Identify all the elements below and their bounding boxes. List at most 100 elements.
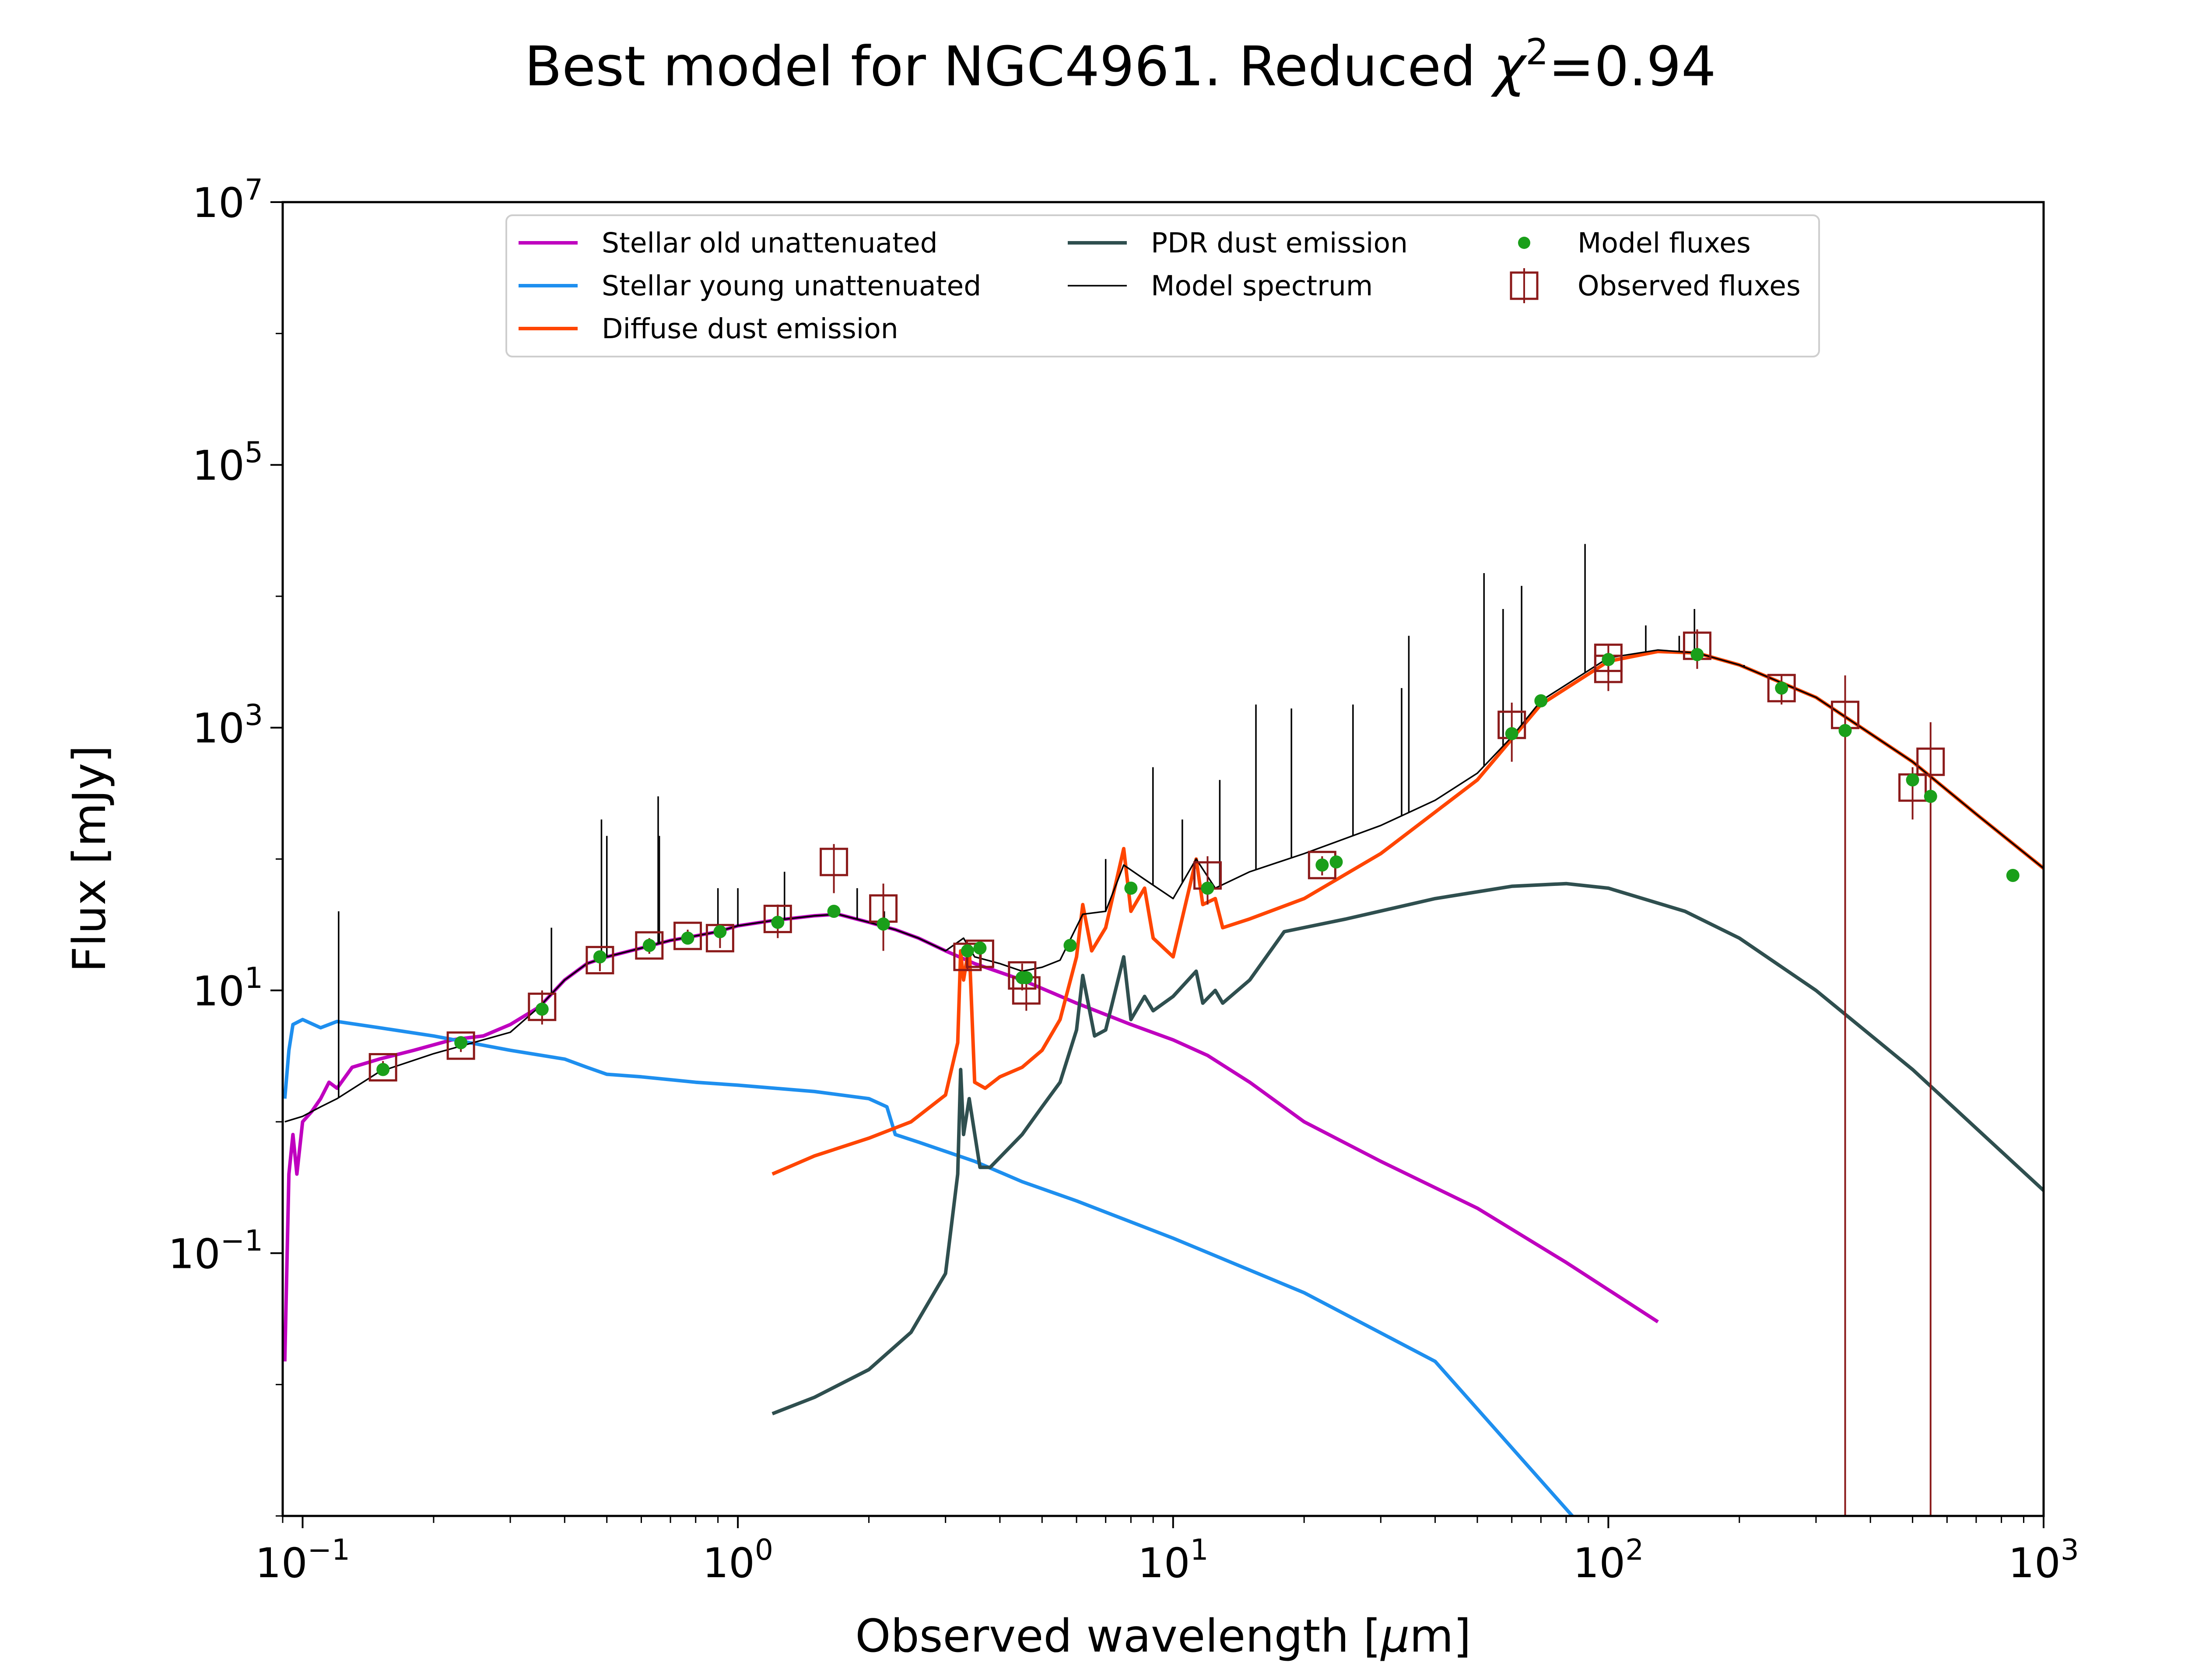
model-flux-point	[593, 950, 607, 964]
model-flux-point	[961, 944, 974, 958]
y-tick-label: 105	[192, 436, 263, 490]
model-flux-point	[1906, 773, 1919, 787]
model-flux-point	[827, 905, 841, 918]
legend-entry-stellar-young-unattenuated: Stellar young unattenuated	[519, 270, 981, 302]
series-line-stellar-young-unattenuated	[283, 1018, 1575, 1516]
model-flux-point	[642, 938, 656, 952]
legend-entry-model-fluxes: Model fluxes	[1518, 227, 1751, 259]
chart-title-chi-exponent: 2	[1525, 32, 1548, 73]
model-flux-point	[1315, 858, 1329, 872]
model-flux-point	[681, 931, 694, 945]
legend-label: Stellar old unattenuated	[602, 227, 938, 259]
legend-swatch	[1518, 237, 1530, 249]
legend-entry-model-spectrum: Model spectrum	[1068, 270, 1373, 302]
model-flux-point	[1690, 648, 1704, 662]
model-flux-point	[454, 1036, 468, 1050]
points-layer	[368, 629, 2020, 1516]
y-tick-base: 10	[192, 705, 245, 752]
observed-flux-marker	[586, 946, 614, 975]
x-tick-base: 10	[1138, 1540, 1190, 1587]
chart-title: Best model for NGC4961. Reduced χ2=0.94	[525, 32, 1716, 98]
y-axis-label: Flux [mJy]	[63, 746, 116, 973]
observed-flux-marker	[1916, 747, 1945, 776]
observed-flux-marker	[1594, 644, 1623, 672]
series-line-pdr-dust-emission	[771, 882, 2044, 1416]
observed-flux-marker	[1008, 961, 1037, 990]
y-tick-label: 107	[192, 173, 263, 227]
model-flux-point	[1063, 938, 1077, 952]
model-flux-point	[1924, 790, 1937, 803]
x-tick-label: 103	[2008, 1533, 2079, 1587]
observed-flux-marker	[528, 992, 557, 1021]
x-tick-base: 10	[702, 1540, 755, 1587]
model-flux-point	[1602, 653, 1615, 666]
x-tick-label: 102	[1573, 1533, 1644, 1587]
legend-entry-observed-fluxes: Observed fluxes	[1510, 268, 1801, 303]
y-tick-exponent: 7	[245, 173, 263, 206]
model-flux-point	[1201, 882, 1214, 895]
legend-swatch	[1510, 271, 1539, 300]
chart-title-chi: χ	[1490, 35, 1527, 98]
model-flux-point	[1124, 882, 1138, 895]
observed-flux-marker	[635, 931, 664, 960]
model-flux-point	[771, 916, 785, 929]
y-tick-label: 103	[192, 698, 263, 752]
x-axis-label-post: m]	[1410, 1610, 1471, 1662]
observed-flux-marker	[763, 904, 792, 933]
y-tick-base: 10	[168, 1230, 221, 1278]
x-tick-base: 10	[2008, 1540, 2061, 1587]
x-axis-label-mu: μ	[1380, 1610, 1410, 1662]
model-flux-point	[1838, 724, 1852, 737]
x-axis-label: Observed wavelength [μm]	[855, 1610, 1471, 1662]
model-flux-point	[1329, 855, 1343, 869]
x-tick-label: 100	[702, 1533, 773, 1587]
observed-flux-marker	[705, 924, 734, 952]
y-tick-base: 10	[192, 968, 245, 1015]
observed-flux-point	[1831, 675, 1860, 1516]
x-tick-label: 10−1	[255, 1533, 350, 1587]
legend-label: PDR dust emission	[1151, 227, 1408, 259]
observed-flux-point	[1916, 722, 1945, 1516]
model-flux-point	[973, 942, 987, 955]
legend-entry-stellar-old-unattenuated: Stellar old unattenuated	[519, 227, 938, 259]
x-tick-base: 10	[1573, 1540, 1626, 1587]
model-flux-point	[1775, 681, 1788, 695]
model-flux-point	[1505, 727, 1518, 740]
observed-flux-marker	[368, 1053, 397, 1082]
legend: Stellar old unattenuated Stellar young un…	[505, 214, 1820, 357]
model-flux-point	[877, 917, 890, 931]
y-tick-exponent: 5	[245, 436, 263, 469]
model-flux-point	[535, 1002, 549, 1016]
legend-entry-pdr-dust-emission: PDR dust emission	[1068, 227, 1408, 259]
y-tick-label: 101	[192, 961, 263, 1015]
y-tick-exponent: 1	[245, 961, 263, 995]
y-tick-exponent: 3	[245, 698, 263, 732]
chart-title-value: =0.94	[1548, 35, 1716, 98]
x-tick-exponent: 3	[2061, 1533, 2079, 1567]
x-tick-exponent: 0	[755, 1533, 773, 1567]
x-axis-label-pre: Observed wavelength [	[855, 1610, 1381, 1662]
y-tick-base: 10	[192, 442, 245, 490]
model-flux-point	[2006, 869, 2020, 882]
model-flux-point	[1020, 971, 1033, 984]
model-flux-point	[376, 1063, 390, 1076]
observed-flux-marker	[673, 921, 702, 950]
model-flux-point	[1534, 694, 1548, 707]
legend-frame	[505, 214, 1820, 357]
legend-label: Observed fluxes	[1578, 270, 1801, 302]
y-tick-label: 10−1	[168, 1224, 263, 1278]
x-tick-exponent: 2	[1625, 1533, 1644, 1567]
legend-entry-diffuse-dust-emission: Diffuse dust emission	[519, 313, 898, 345]
observed-flux-point	[820, 844, 849, 893]
legend-label: Diffuse dust emission	[602, 313, 898, 345]
x-tick-exponent: 1	[1190, 1533, 1209, 1567]
observed-flux-marker	[1767, 674, 1796, 703]
observed-flux-point	[869, 883, 898, 951]
observed-flux-marker	[446, 1031, 475, 1060]
plot-frame	[281, 201, 2045, 1517]
y-tick-base: 10	[192, 179, 245, 227]
model-flux-point	[713, 925, 727, 938]
chart-title-main: Best model for NGC4961. Reduced	[525, 35, 1494, 98]
